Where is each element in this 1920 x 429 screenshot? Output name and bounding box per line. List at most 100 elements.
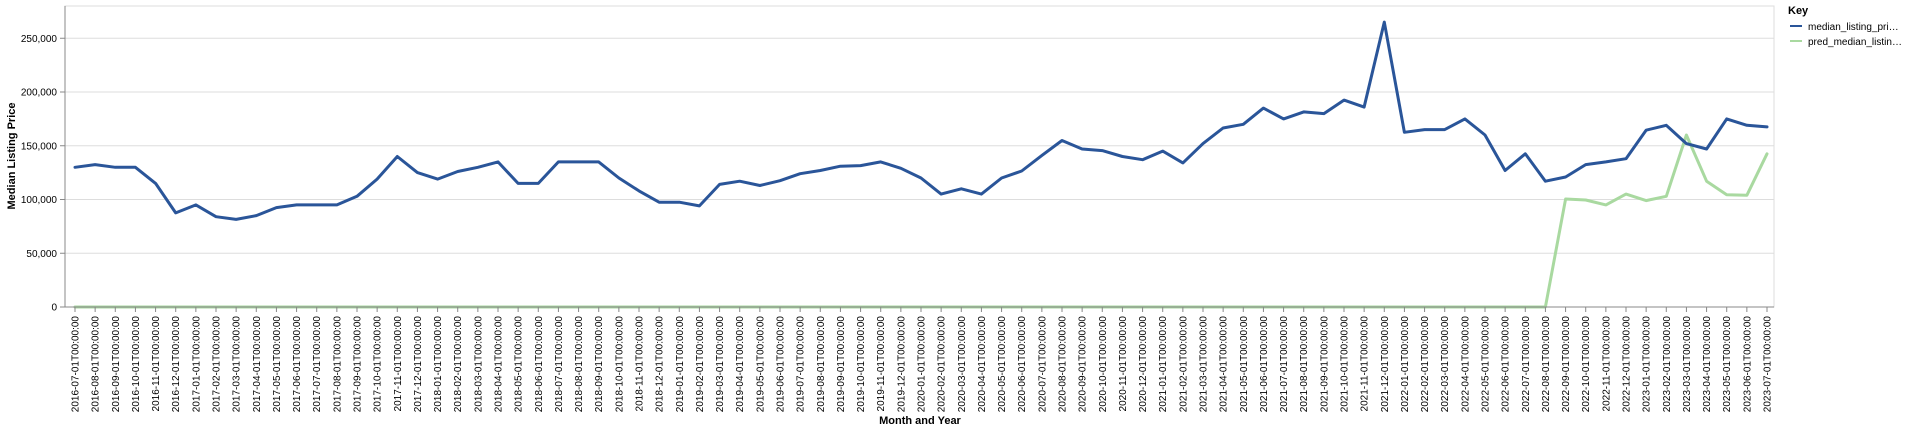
legend: Key median_listing_pri… pred_median_list… bbox=[1788, 5, 1902, 48]
x-tick-label: 2021-03-01T00:00:00 bbox=[1199, 316, 1210, 413]
x-tick-label: 2021-05-01T00:00:00 bbox=[1239, 316, 1250, 413]
x-tick-label: 2020-07-01T00:00:00 bbox=[1037, 316, 1048, 413]
x-tick-label: 2023-01-01T00:00:00 bbox=[1642, 316, 1653, 413]
x-tick-label: 2021-04-01T00:00:00 bbox=[1219, 316, 1230, 413]
x-tick-label: 2021-01-01T00:00:00 bbox=[1158, 316, 1169, 413]
x-tick-label: 2023-06-01T00:00:00 bbox=[1742, 316, 1753, 413]
x-tick-label: 2019-09-01T00:00:00 bbox=[836, 316, 847, 413]
x-tick-label: 2019-07-01T00:00:00 bbox=[796, 316, 807, 413]
x-tick-label: 2022-07-01T00:00:00 bbox=[1521, 316, 1532, 413]
x-tick-label: 2022-10-01T00:00:00 bbox=[1581, 316, 1592, 413]
x-tick-label: 2017-08-01T00:00:00 bbox=[332, 316, 343, 413]
legend-label-pred-median-listing-price: pred_median_listin… bbox=[1808, 37, 1902, 48]
x-tick-label: 2023-02-01T00:00:00 bbox=[1662, 316, 1673, 413]
x-tick-label: 2018-02-01T00:00:00 bbox=[453, 316, 464, 413]
x-tick-label: 2018-03-01T00:00:00 bbox=[473, 316, 484, 413]
x-tick-label: 2022-05-01T00:00:00 bbox=[1481, 316, 1492, 413]
x-axis-title: Month and Year bbox=[879, 415, 961, 427]
x-tick-label: 2021-08-01T00:00:00 bbox=[1299, 316, 1310, 413]
legend-label-median-listing-price: median_listing_pri… bbox=[1808, 22, 1899, 33]
x-tick-label: 2022-12-01T00:00:00 bbox=[1622, 316, 1633, 413]
y-axis-title: Median Listing Price bbox=[6, 103, 18, 210]
x-tick-label: 2020-01-01T00:00:00 bbox=[917, 316, 928, 413]
plot-area-frame bbox=[64, 5, 1775, 308]
x-tick-label: 2017-03-01T00:00:00 bbox=[232, 316, 243, 413]
x-tick-label: 2019-01-01T00:00:00 bbox=[675, 316, 686, 413]
x-tick-label: 2017-05-01T00:00:00 bbox=[272, 316, 283, 413]
x-tick-label: 2020-11-01T00:00:00 bbox=[1118, 316, 1129, 412]
x-tick-label: 2023-04-01T00:00:00 bbox=[1702, 316, 1713, 413]
series-line-median-listing-price bbox=[73, 20, 1769, 221]
x-tick-label: 2018-12-01T00:00:00 bbox=[655, 316, 666, 413]
x-tick-label: 2017-12-01T00:00:00 bbox=[413, 316, 424, 413]
x-tick-label: 2022-03-01T00:00:00 bbox=[1440, 316, 1451, 413]
x-tick-label: 2022-08-01T00:00:00 bbox=[1541, 316, 1552, 413]
x-tick-label: 2019-05-01T00:00:00 bbox=[755, 316, 766, 413]
x-tick-label: 2023-03-01T00:00:00 bbox=[1682, 316, 1693, 413]
x-tick-label: 2021-12-01T00:00:00 bbox=[1380, 316, 1391, 413]
x-tick-label: 2019-12-01T00:00:00 bbox=[896, 316, 907, 413]
x-tick-label: 2022-01-01T00:00:00 bbox=[1400, 316, 1411, 413]
x-tick-label: 2020-04-01T00:00:00 bbox=[977, 316, 988, 413]
y-axis-ticks: 0 50,000 100,000 150,000 200,000 250,000 bbox=[21, 34, 65, 314]
x-tick-label: 2022-11-01T00:00:00 bbox=[1601, 316, 1612, 412]
x-tick-label: 2020-12-01T00:00:00 bbox=[1138, 316, 1149, 413]
x-tick-label: 2022-02-01T00:00:00 bbox=[1420, 316, 1431, 413]
x-tick-label: 2021-02-01T00:00:00 bbox=[1178, 316, 1189, 413]
x-tick-label: 2023-05-01T00:00:00 bbox=[1722, 316, 1733, 413]
x-tick-label: 2022-09-01T00:00:00 bbox=[1561, 316, 1572, 413]
x-tick-label: 2017-02-01T00:00:00 bbox=[212, 316, 223, 413]
x-tick-label: 2016-08-01T00:00:00 bbox=[91, 316, 102, 413]
x-tick-label: 2016-07-01T00:00:00 bbox=[71, 316, 82, 413]
y-tick-label: 150,000 bbox=[21, 141, 58, 152]
x-tick-label: 2020-02-01T00:00:00 bbox=[937, 316, 948, 413]
x-tick-label: 2020-03-01T00:00:00 bbox=[957, 316, 968, 413]
y-tick-label: 250,000 bbox=[21, 34, 58, 45]
x-tick-label: 2020-08-01T00:00:00 bbox=[1058, 316, 1069, 413]
x-tick-label: 2022-06-01T00:00:00 bbox=[1501, 316, 1512, 413]
x-tick-label: 2022-04-01T00:00:00 bbox=[1460, 316, 1471, 413]
x-tick-label: 2021-10-01T00:00:00 bbox=[1340, 316, 1351, 413]
x-tick-label: 2019-10-01T00:00:00 bbox=[856, 316, 867, 413]
x-tick-label: 2016-12-01T00:00:00 bbox=[171, 316, 182, 413]
x-tick-label: 2019-11-01T00:00:00 bbox=[876, 316, 887, 412]
x-tick-label: 2019-04-01T00:00:00 bbox=[735, 316, 746, 413]
x-tick-label: 2021-07-01T00:00:00 bbox=[1279, 316, 1290, 413]
x-tick-label: 2016-09-01T00:00:00 bbox=[111, 316, 122, 413]
x-tick-label: 2017-06-01T00:00:00 bbox=[292, 316, 303, 413]
x-tick-label: 2016-10-01T00:00:00 bbox=[131, 316, 142, 413]
x-axis-ticks: 2016-07-01T00:00:00 2016-08-01T00:00:00 20… bbox=[71, 307, 1774, 412]
x-tick-label: 2018-11-01T00:00:00 bbox=[635, 316, 646, 412]
y-tick-label: 0 bbox=[51, 303, 57, 314]
x-tick-label: 2019-02-01T00:00:00 bbox=[695, 316, 706, 413]
y-tick-label: 100,000 bbox=[21, 195, 58, 206]
x-tick-label: 2021-06-01T00:00:00 bbox=[1259, 316, 1270, 413]
x-tick-label: 2018-04-01T00:00:00 bbox=[494, 316, 505, 413]
x-tick-label: 2023-07-01T00:00:00 bbox=[1763, 316, 1774, 413]
x-tick-label: 2018-10-01T00:00:00 bbox=[614, 316, 625, 413]
x-tick-label: 2017-11-01T00:00:00 bbox=[393, 316, 404, 412]
x-tick-label: 2019-08-01T00:00:00 bbox=[816, 316, 827, 413]
x-tick-label: 2021-09-01T00:00:00 bbox=[1319, 316, 1330, 413]
x-tick-label: 2017-09-01T00:00:00 bbox=[353, 316, 364, 413]
x-tick-label: 2018-07-01T00:00:00 bbox=[554, 316, 565, 413]
x-tick-label: 2018-09-01T00:00:00 bbox=[594, 316, 605, 413]
x-tick-label: 2021-11-01T00:00:00 bbox=[1360, 316, 1371, 412]
x-tick-label: 2019-06-01T00:00:00 bbox=[776, 316, 787, 413]
x-tick-label: 2016-11-01T00:00:00 bbox=[151, 316, 162, 412]
x-tick-label: 2017-10-01T00:00:00 bbox=[373, 316, 384, 413]
x-tick-label: 2020-06-01T00:00:00 bbox=[1017, 316, 1028, 413]
y-tick-label: 50,000 bbox=[26, 249, 57, 260]
y-tick-label: 200,000 bbox=[21, 88, 58, 99]
x-tick-label: 2018-05-01T00:00:00 bbox=[514, 316, 525, 413]
x-tick-label: 2018-06-01T00:00:00 bbox=[534, 316, 545, 413]
legend-title: Key bbox=[1788, 5, 1809, 17]
x-tick-label: 2020-09-01T00:00:00 bbox=[1078, 316, 1089, 413]
x-tick-label: 2017-01-01T00:00:00 bbox=[191, 316, 202, 413]
grid-lines bbox=[65, 37, 1774, 254]
x-tick-label: 2020-10-01T00:00:00 bbox=[1098, 316, 1109, 413]
x-tick-label: 2017-07-01T00:00:00 bbox=[312, 316, 323, 413]
series-layer bbox=[73, 20, 1769, 309]
x-tick-label: 2019-03-01T00:00:00 bbox=[715, 316, 726, 413]
